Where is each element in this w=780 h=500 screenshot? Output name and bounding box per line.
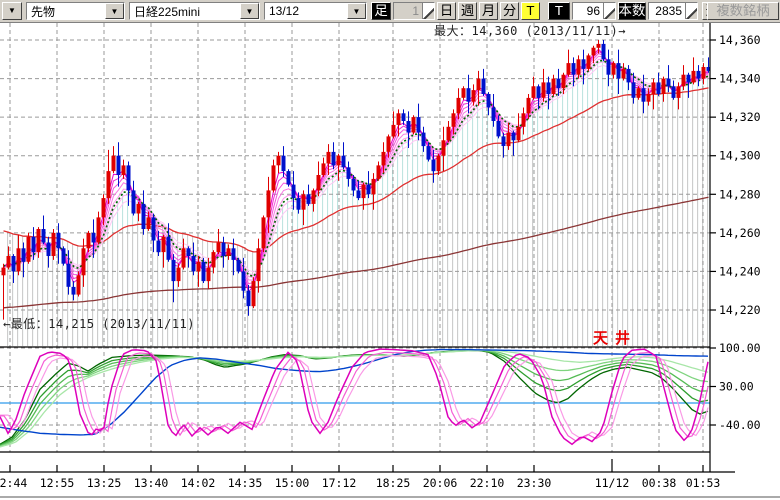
svg-text:11/12: 11/12 [595, 476, 630, 490]
ma-long-line [3, 196, 709, 309]
oscillator-lines [0, 348, 710, 448]
svg-text:14,280: 14,280 [719, 187, 761, 201]
rci-fast-line [0, 351, 709, 442]
chart-type-dropdown-button[interactable]: ▼ [2, 2, 22, 20]
svg-text:18:25: 18:25 [376, 476, 411, 490]
svg-text:-40.00: -40.00 [719, 418, 761, 432]
svg-text:23:30: 23:30 [517, 476, 552, 490]
symbol-value: 日経225mini [130, 3, 240, 19]
svg-text:13:25: 13:25 [87, 476, 122, 490]
toolbar: ▼ 先物 ▼ 日経225mini ▼ 13/12 ▼ 足 1 日 週 月 分 [0, 0, 780, 23]
tick-count-button[interactable]: T [548, 2, 570, 20]
chevron-down-icon: ▼ [8, 6, 16, 15]
chevron-down-icon[interactable]: ▼ [240, 3, 259, 19]
ma-short-dotted-line [3, 59, 709, 278]
svg-text:15:00: 15:00 [275, 476, 310, 490]
monthly-button[interactable]: 月 [479, 2, 498, 20]
axis-labels: 14,360 14,340 14,320 14,300 14,280 14,260 14,2… [0, 33, 761, 490]
tick-size-value: 96 [573, 3, 603, 19]
svg-text:14,340: 14,340 [719, 72, 761, 86]
tick-mode-button[interactable]: T [521, 2, 540, 20]
spinner-icon[interactable] [422, 3, 434, 19]
striped-fill [3, 87, 709, 346]
multi-symbol-button[interactable]: 複数銘柄 [707, 2, 779, 20]
svg-text:30.00: 30.00 [719, 380, 754, 394]
max-price-annotation: 最大：14,360 (2013/11/11)→ [434, 24, 626, 38]
weekly-button[interactable]: 週 [458, 2, 477, 20]
contract-month-value: 13/12 [265, 3, 347, 19]
svg-text:14:02: 14:02 [181, 476, 216, 490]
svg-text:17:12: 17:12 [322, 476, 357, 490]
gridlines [0, 23, 710, 452]
svg-text:14,320: 14,320 [719, 110, 761, 124]
bar-count-stepper[interactable]: 2835 [648, 2, 698, 20]
spinner-icon[interactable] [685, 3, 697, 19]
minute-button[interactable]: 分 [500, 2, 519, 20]
symbol-select[interactable]: 日経225mini ▼ [129, 2, 260, 20]
ema-ribbon-line [3, 52, 709, 285]
svg-text:100.00: 100.00 [719, 341, 761, 355]
rci-fast-line [0, 354, 709, 439]
svg-text:14,220: 14,220 [719, 303, 761, 317]
ema-ribbon-line [3, 55, 709, 281]
chevron-down-icon[interactable]: ▼ [347, 3, 366, 19]
bar-count-value: 2835 [649, 3, 685, 19]
bar-count-button[interactable]: 本数 [618, 2, 646, 20]
svg-text:12:55: 12:55 [40, 476, 75, 490]
svg-text:14,360: 14,360 [719, 33, 761, 47]
svg-text:14,240: 14,240 [719, 264, 761, 278]
tick-size-stepper[interactable]: 96 [572, 2, 616, 20]
svg-text:00:38: 00:38 [642, 476, 677, 490]
interval-value: 1 [394, 3, 422, 19]
chevron-down-icon[interactable]: ▼ [105, 3, 124, 19]
ceiling-signal-annotation: 天井 [593, 330, 638, 347]
svg-text:14,260: 14,260 [719, 226, 761, 240]
category-value: 先物 [27, 3, 105, 19]
svg-text:13:40: 13:40 [134, 476, 169, 490]
chart-frame [0, 22, 780, 498]
min-price-annotation: ←最低：14,215 (2013/11/11) [3, 317, 195, 331]
svg-text:14:35: 14:35 [228, 476, 263, 490]
ma-medium-line [3, 87, 709, 253]
contract-month-select[interactable]: 13/12 ▼ [264, 2, 367, 20]
ashi-button[interactable]: 足 [371, 2, 391, 20]
spinner-icon[interactable] [603, 3, 615, 19]
ema-ribbon-line [3, 48, 709, 293]
svg-text:01:53: 01:53 [686, 476, 721, 490]
interval-stepper[interactable]: 1 [393, 2, 435, 20]
ema-ribbon-line [3, 50, 709, 289]
svg-text:12:44: 12:44 [0, 476, 27, 490]
rci-fast-line [0, 348, 709, 446]
candles [1, 40, 710, 320]
svg-text:14,300: 14,300 [719, 149, 761, 163]
svg-text:22:10: 22:10 [470, 476, 505, 490]
daily-button[interactable]: 日 [437, 2, 456, 20]
rci-slow-line [0, 348, 709, 436]
svg-text:20:06: 20:06 [423, 476, 458, 490]
category-select[interactable]: 先物 ▼ [26, 2, 125, 20]
